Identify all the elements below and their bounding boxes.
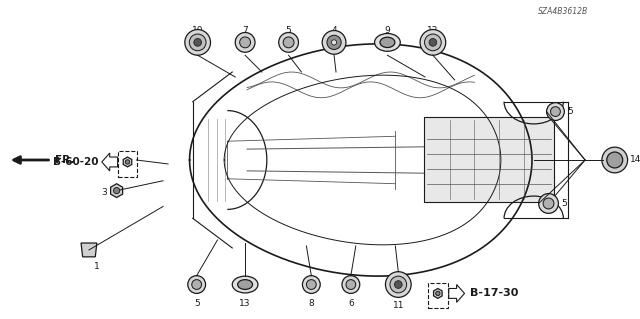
Circle shape — [192, 280, 202, 289]
Circle shape — [607, 152, 623, 168]
Polygon shape — [124, 157, 132, 167]
Ellipse shape — [237, 280, 253, 289]
Circle shape — [429, 39, 436, 46]
Circle shape — [188, 276, 205, 293]
Text: 14: 14 — [630, 155, 640, 165]
Circle shape — [390, 276, 406, 293]
Text: 10: 10 — [192, 26, 204, 34]
Polygon shape — [111, 184, 123, 197]
Text: 1: 1 — [94, 262, 100, 271]
Circle shape — [303, 276, 320, 293]
Text: 8: 8 — [308, 299, 314, 308]
Circle shape — [394, 281, 402, 288]
Circle shape — [543, 198, 554, 209]
Text: 3: 3 — [101, 188, 107, 197]
Ellipse shape — [380, 37, 395, 48]
Circle shape — [322, 31, 346, 54]
Circle shape — [550, 107, 561, 116]
Text: B-60-20: B-60-20 — [53, 157, 99, 167]
Circle shape — [602, 147, 628, 173]
Circle shape — [307, 280, 316, 289]
Circle shape — [278, 33, 298, 52]
Circle shape — [327, 35, 341, 49]
Circle shape — [346, 280, 356, 289]
Text: B-17-30: B-17-30 — [470, 288, 519, 298]
Text: 4: 4 — [332, 26, 337, 34]
Circle shape — [547, 103, 564, 121]
FancyBboxPatch shape — [424, 117, 554, 202]
Text: 5: 5 — [561, 199, 567, 208]
Circle shape — [283, 37, 294, 48]
Circle shape — [436, 291, 440, 296]
Circle shape — [239, 37, 250, 48]
Circle shape — [236, 33, 255, 52]
Circle shape — [332, 40, 337, 45]
Circle shape — [189, 34, 206, 51]
Text: 5: 5 — [567, 107, 573, 116]
Polygon shape — [433, 288, 442, 298]
Circle shape — [125, 160, 130, 164]
Text: 13: 13 — [239, 299, 251, 308]
Circle shape — [539, 194, 559, 213]
Text: 5: 5 — [194, 299, 200, 308]
Text: 11: 11 — [392, 301, 404, 310]
Text: 6: 6 — [348, 299, 354, 308]
Text: FR.: FR. — [55, 155, 75, 165]
Circle shape — [420, 30, 445, 55]
Text: 7: 7 — [242, 26, 248, 34]
Text: 12: 12 — [428, 26, 438, 34]
Text: SZA4B3612B: SZA4B3612B — [538, 7, 588, 16]
Text: 9: 9 — [385, 26, 390, 34]
Circle shape — [342, 276, 360, 293]
Circle shape — [194, 39, 202, 46]
Ellipse shape — [232, 276, 258, 293]
Ellipse shape — [374, 33, 400, 51]
Text: 5: 5 — [285, 26, 291, 34]
Circle shape — [424, 34, 441, 51]
Circle shape — [113, 188, 120, 194]
Polygon shape — [81, 243, 97, 257]
Circle shape — [185, 30, 211, 55]
Circle shape — [385, 272, 411, 297]
